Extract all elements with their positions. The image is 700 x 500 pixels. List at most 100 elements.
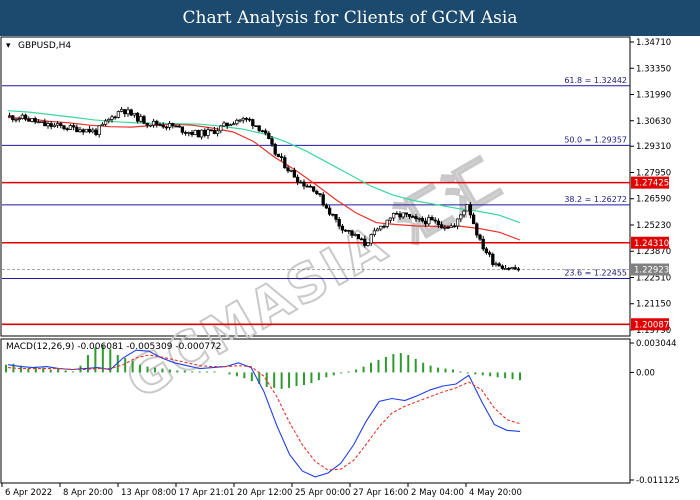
- candle-body: [183, 132, 188, 134]
- candle-body: [62, 125, 66, 129]
- candle-body: [327, 207, 332, 215]
- macd-y-tick-label: 0.00: [636, 368, 655, 378]
- macd-plot: 0.003044 0.00 -0.011125: [5, 339, 680, 486]
- candle-body: [39, 121, 44, 124]
- candle-body: [455, 218, 460, 227]
- candle-body: [324, 204, 329, 209]
- candle-body: [359, 238, 364, 241]
- candle-body: [215, 130, 220, 134]
- candle-body: [283, 157, 287, 169]
- candle-body: [436, 220, 441, 225]
- candle-body: [449, 225, 453, 228]
- candle-body: [500, 265, 505, 269]
- candle-body: [343, 229, 348, 232]
- candle-body: [391, 212, 396, 219]
- candle-body: [494, 263, 498, 266]
- candle-body: [308, 185, 313, 188]
- candle-body: [196, 129, 201, 138]
- price-badges: 1.27425 1.24310 1.20087 1.22923: [631, 176, 669, 331]
- candle-body: [55, 123, 60, 126]
- level-badge-label: 1.24310: [634, 239, 669, 249]
- candle-body: [139, 116, 143, 122]
- candle-body: [20, 114, 25, 119]
- candle-body: [254, 125, 258, 128]
- candlesticks: [7, 106, 521, 272]
- candle-body: [270, 138, 274, 145]
- candle-body: [75, 126, 79, 133]
- candle-body: [84, 128, 89, 133]
- candle-body: [151, 120, 156, 126]
- candle-body: [36, 121, 41, 124]
- candle-body: [439, 224, 444, 229]
- candle-body: [347, 229, 351, 232]
- candle-body: [251, 119, 255, 127]
- candle-body: [158, 124, 162, 126]
- candle-body: [30, 118, 34, 122]
- x-tick-label: 8 Apr 20:00: [63, 488, 113, 498]
- candle-body: [276, 153, 281, 157]
- candle-body: [481, 238, 485, 250]
- candle-body: [27, 118, 31, 122]
- y-tick-label: 1.34710: [636, 38, 671, 48]
- candle-body: [443, 226, 447, 229]
- candle-body: [17, 118, 21, 120]
- candle-body: [321, 194, 325, 206]
- candle-body: [190, 131, 194, 135]
- candle-body: [206, 129, 210, 136]
- x-tick-label: 2 May 04:00: [411, 488, 464, 498]
- signal-line: [7, 354, 521, 471]
- candle-body: [433, 219, 437, 222]
- candle-body: [430, 217, 434, 221]
- candle-body: [510, 267, 514, 270]
- candle-body: [366, 242, 370, 246]
- candle-body: [382, 225, 386, 228]
- candle-body: [279, 156, 284, 158]
- green-moving-average: [7, 110, 521, 224]
- level-badge: [631, 176, 669, 189]
- candle-body: [238, 119, 242, 122]
- candle-body: [244, 118, 249, 120]
- candle-body: [142, 116, 146, 124]
- red-moving-average: [7, 116, 521, 241]
- candle-body: [164, 126, 169, 129]
- candle-body: [132, 112, 137, 116]
- candle-body: [468, 204, 473, 216]
- candle-body: [337, 218, 341, 227]
- candle-body: [113, 116, 117, 119]
- candle-body: [97, 125, 101, 136]
- candle-body: [49, 123, 53, 127]
- candle-body: [87, 128, 92, 133]
- candle-body: [257, 125, 261, 132]
- candle-body: [356, 234, 361, 240]
- candle-body: [289, 169, 293, 172]
- candle-body: [7, 115, 12, 118]
- candle-body: [513, 267, 517, 270]
- candle-body: [363, 238, 367, 246]
- candle-body: [420, 217, 425, 222]
- candle-body: [417, 217, 421, 220]
- candle-body: [91, 129, 95, 133]
- moving-averages: [7, 110, 521, 241]
- candle-body: [123, 109, 127, 115]
- candle-body: [187, 131, 191, 134]
- chart-title: Chart Analysis for Clients of GCM Asia: [182, 8, 518, 28]
- candle-body: [497, 263, 501, 267]
- candle-body: [180, 126, 185, 133]
- chart-header: Chart Analysis for Clients of GCM Asia: [0, 0, 700, 36]
- price-levels: 61.8 = 1.32442 50.0 = 1.29357 38.2 = 1.262…: [2, 76, 630, 326]
- candle-body: [516, 268, 521, 271]
- candle-body: [52, 124, 57, 127]
- candle-body: [161, 124, 165, 128]
- candle-body: [398, 213, 402, 218]
- level-badge-label: 1.20087: [634, 320, 669, 330]
- candle-body: [471, 214, 476, 225]
- x-tick-label: 25 Apr 00:00: [295, 488, 350, 498]
- candle-body: [247, 118, 252, 121]
- current-price-badge: [631, 263, 669, 276]
- candle-body: [462, 210, 466, 216]
- fib-level-label: 50.0 = 1.29357: [564, 135, 627, 144]
- candle-body: [235, 119, 239, 125]
- fib-level-label: 23.6 = 1.22455: [564, 269, 627, 278]
- candle-body: [491, 253, 495, 265]
- macd-y-tick-label: -0.011125: [636, 476, 680, 486]
